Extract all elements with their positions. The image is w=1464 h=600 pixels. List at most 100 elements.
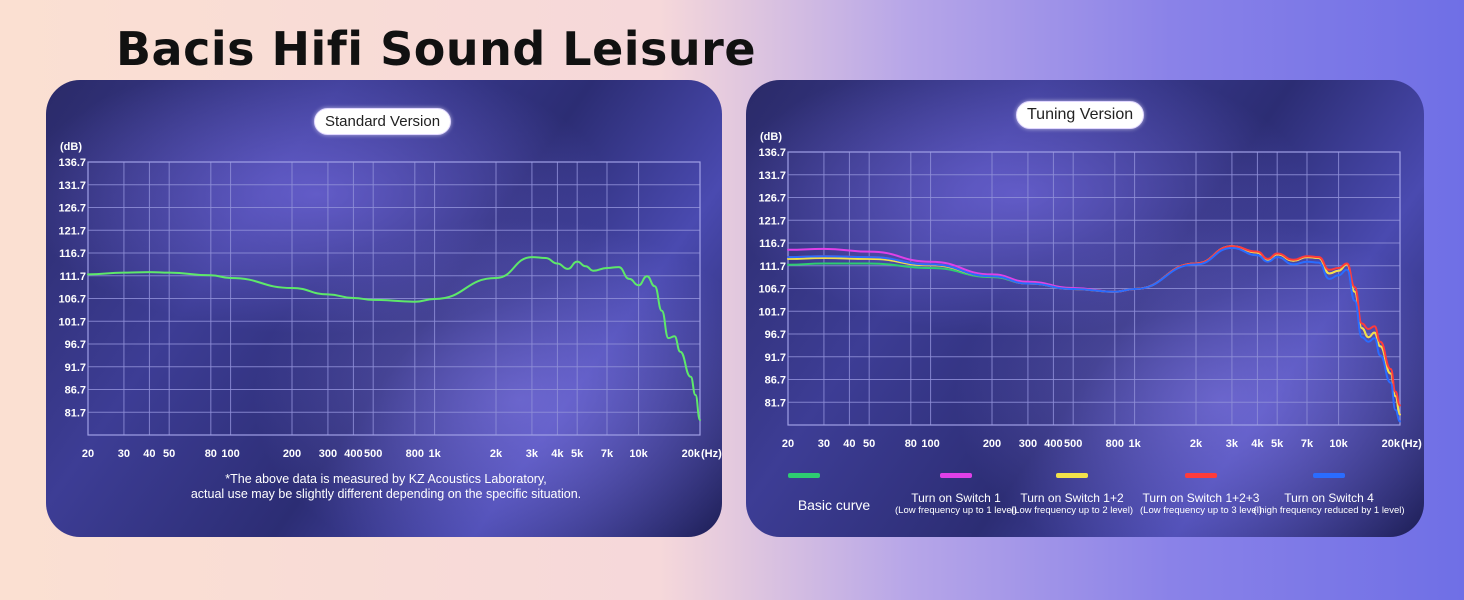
- tuning-version-label: Tuning Version: [1016, 101, 1145, 129]
- standard-version-label: Standard Version: [314, 108, 452, 135]
- series-line-standard: [87, 256, 701, 421]
- x-tick-label: 40: [843, 438, 855, 450]
- x-tick-label: 100: [221, 448, 239, 460]
- x-tick-label: 40: [143, 448, 155, 460]
- plot-frame: [87, 161, 701, 436]
- y-tick-label: 121.7: [758, 215, 786, 227]
- legend-swatch: [788, 473, 820, 478]
- y-tick-label: 101.7: [758, 306, 786, 318]
- legend-swatch: [940, 473, 972, 478]
- x-tick-label: 2k: [1190, 438, 1203, 450]
- x-tick-label: 5k: [571, 448, 584, 460]
- x-tick-label: 30: [118, 448, 130, 460]
- series-line-turn-on-switch-1-2-3: [787, 245, 1401, 407]
- y-tick-label: 96.7: [65, 339, 86, 351]
- x-tick-label: 4k: [551, 448, 564, 460]
- x-tick-label: 400: [1044, 438, 1062, 450]
- legend-sublabel: (Low frequency up to 3 level): [1140, 505, 1262, 516]
- x-tick-label: 800: [406, 448, 424, 460]
- chart-grid: [787, 151, 1401, 426]
- x-tick-label: 800: [1106, 438, 1124, 450]
- y-tick-label: 136.7: [758, 147, 786, 159]
- series-line-turn-on-switch-1: [787, 245, 1401, 416]
- x-tick-label: 200: [983, 438, 1001, 450]
- y-tick-label: 91.7: [765, 352, 786, 364]
- x-tick-label: 30: [818, 438, 830, 450]
- standard-version-panel: 136.7 131.7 126.7 121.7 116.7 111.7 106.7 101.7…: [46, 80, 722, 537]
- x-axis-unit: (Hz): [1401, 438, 1422, 450]
- x-tick-label: 50: [863, 438, 875, 450]
- legend-sublabel: (Low frequency up to 1 level): [895, 505, 1017, 516]
- x-tick-label: 7k: [601, 448, 614, 460]
- series-line-turn-on-switch-4: [787, 247, 1401, 423]
- x-axis-unit: (Hz): [701, 448, 722, 460]
- x-tick-label: 500: [364, 448, 382, 460]
- measurement-note-line2: actual use may be slightly different dep…: [190, 487, 582, 501]
- tuning-version-panel: 136.7 131.7 126.7 121.7 116.7 111.7 106.7 101.7…: [746, 80, 1424, 537]
- y-tick-label: 126.7: [758, 193, 786, 205]
- y-tick-label: 106.7: [758, 284, 786, 296]
- y-tick-label: 136.7: [58, 157, 86, 169]
- y-tick-label: 86.7: [765, 375, 786, 387]
- y-tick-label: 116.7: [59, 248, 86, 260]
- y-tick-label: 106.7: [58, 294, 86, 306]
- x-tick-label: 80: [205, 448, 217, 460]
- legend-swatch: [1313, 473, 1345, 478]
- legend-label: Turn on Switch 1: [911, 491, 1001, 505]
- series-line-basic-curve: [787, 245, 1401, 416]
- x-tick-label: 100: [921, 438, 939, 450]
- series-group: [87, 256, 701, 421]
- x-tick-label: 80: [905, 438, 917, 450]
- x-tick-label: 400: [344, 448, 362, 460]
- y-tick-label: 131.7: [758, 170, 786, 182]
- y-tick-label: 116.7: [759, 238, 786, 250]
- y-tick-label: 101.7: [58, 316, 86, 328]
- x-tick-label: 5k: [1271, 438, 1284, 450]
- measurement-note: *The above data is measured by KZ Acoust…: [76, 472, 696, 502]
- x-tick-label: 20: [782, 438, 794, 450]
- legend-sublabel: (Low frequency up to 2 level): [1011, 505, 1133, 516]
- tuning-legend: Basic curve Turn on Switch 1 (Low frequenc…: [746, 468, 1424, 528]
- y-tick-label: 96.7: [765, 329, 786, 341]
- y-tick-label: 121.7: [58, 225, 86, 237]
- x-tick-label: 10k: [1329, 438, 1348, 450]
- measurement-note-line1: *The above data is measured by KZ Acoust…: [225, 472, 547, 486]
- series-group: [787, 245, 1401, 423]
- x-tick-label: 20k: [682, 448, 701, 460]
- legend-swatch: [1056, 473, 1088, 478]
- legend-swatch: [1185, 473, 1217, 478]
- tuning-frequency-chart: 136.7 131.7 126.7 121.7 116.7 111.7 106.7 101.7…: [758, 131, 1422, 450]
- x-tick-label: 7k: [1301, 438, 1314, 450]
- x-tick-label: 20k: [1382, 438, 1401, 450]
- x-tick-label: 3k: [526, 448, 539, 460]
- y-tick-label: 111.7: [760, 261, 786, 273]
- x-tick-label: 20: [82, 448, 94, 460]
- y-tick-label: 86.7: [65, 385, 86, 397]
- x-tick-label: 10k: [629, 448, 648, 460]
- plot-frame: [787, 151, 1401, 426]
- x-tick-label: 1k: [428, 448, 441, 460]
- y-tick-label: 91.7: [65, 362, 86, 374]
- x-tick-label: 500: [1064, 438, 1082, 450]
- y-tick-label: 111.7: [60, 271, 86, 283]
- x-tick-label: 3k: [1226, 438, 1239, 450]
- headline: Bacis Hifi Sound Leisure: [116, 22, 757, 76]
- x-tick-label: 50: [163, 448, 175, 460]
- chart-grid: [87, 161, 701, 436]
- y-tick-label: 131.7: [58, 180, 86, 192]
- y-tick-label: 81.7: [765, 397, 786, 409]
- series-line-turn-on-switch-1-2: [787, 245, 1401, 416]
- y-axis-unit: (dB): [760, 131, 782, 143]
- legend-label: Turn on Switch 1+2: [1020, 491, 1124, 505]
- legend-label: Basic curve: [797, 497, 871, 513]
- standard-frequency-chart: 136.7 131.7 126.7 121.7 116.7 111.7 106.7 101.7…: [58, 141, 722, 460]
- legend-sublabel: ( high frequency reduced by 1 level): [1253, 505, 1405, 516]
- x-tick-label: 200: [283, 448, 301, 460]
- y-tick-label: 126.7: [58, 203, 86, 215]
- x-tick-label: 1k: [1128, 438, 1141, 450]
- x-tick-label: 300: [319, 448, 337, 460]
- y-tick-label: 81.7: [65, 407, 86, 419]
- legend-label: Turn on Switch 4: [1284, 491, 1374, 505]
- x-tick-label: 2k: [490, 448, 503, 460]
- legend-label: Turn on Switch 1+2+3: [1142, 491, 1260, 505]
